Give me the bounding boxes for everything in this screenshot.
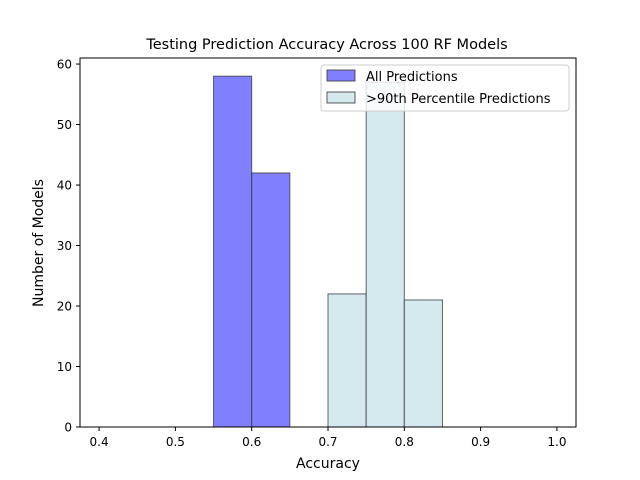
legend-box xyxy=(320,64,570,112)
y-tick-label: 20 xyxy=(57,300,72,314)
bars-layer xyxy=(213,75,443,428)
y-tick-label: 30 xyxy=(57,239,72,253)
y-axis-label: Number of Models xyxy=(31,179,47,307)
x-tick-label: 0.5 xyxy=(166,435,185,449)
chart-title: Testing Prediction Accuracy Across 100 R… xyxy=(145,37,507,53)
bar-series0-bin1 xyxy=(251,172,291,428)
bar-series1-bin1 xyxy=(365,81,405,428)
legend-label-all-predictions: All Predictions xyxy=(366,70,458,85)
y-tick-label: 40 xyxy=(57,179,72,193)
x-tick-label: 0.9 xyxy=(471,435,490,449)
x-axis-label: Accuracy xyxy=(296,456,360,472)
x-tick-label: 0.8 xyxy=(395,435,414,449)
legend-label-percentile-predictions: >90th Percentile Predictions xyxy=(366,92,551,107)
bar-series0-bin0 xyxy=(213,75,253,428)
y-tick-label: 50 xyxy=(57,118,72,132)
legend-swatch-percentile-predictions xyxy=(326,91,356,104)
y-axis-ticks: 0 10 20 30 40 50 60 xyxy=(57,58,80,435)
x-tick-label: 0.6 xyxy=(242,435,261,449)
legend: All Predictions >90th Percentile Predict… xyxy=(320,64,570,112)
x-tick-label: 1.0 xyxy=(547,435,566,449)
x-tick-label: 0.7 xyxy=(318,435,337,449)
bar-series1-bin0 xyxy=(327,293,367,428)
legend-swatch-all-predictions xyxy=(326,69,356,82)
y-tick-label: 10 xyxy=(57,360,72,374)
y-tick-label: 60 xyxy=(57,58,72,72)
x-tick-label: 0.4 xyxy=(90,435,109,449)
x-axis-ticks: 0.4 0.5 0.6 0.7 0.8 0.9 1.0 xyxy=(90,427,566,449)
bar-series1-bin2 xyxy=(403,299,443,428)
y-tick-label: 0 xyxy=(64,421,72,435)
